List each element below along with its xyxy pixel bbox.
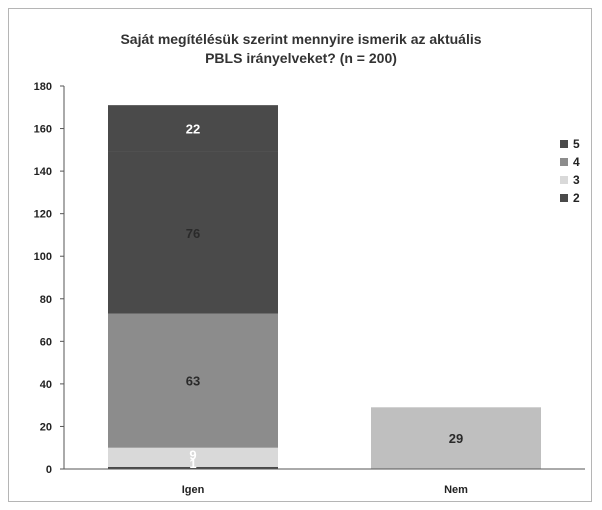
y-tick-label: 60	[40, 336, 52, 348]
y-tick-label: 20	[40, 421, 52, 433]
y-tick-label: 100	[34, 251, 52, 263]
x-category-label: Igen	[182, 484, 205, 496]
chart-title: Saját megítélésük szerint mennyire ismer…	[0, 30, 602, 68]
legend-swatch	[560, 158, 568, 166]
legend-label: 4	[573, 155, 580, 169]
y-tick-label: 160	[34, 124, 52, 136]
x-category-label: Nem	[444, 484, 468, 496]
chart-title-line-2: PBLS irányelveket? (n = 200)	[205, 50, 397, 66]
data-label: 29	[449, 431, 463, 446]
y-tick-label: 0	[46, 464, 52, 476]
y-tick-label: 80	[40, 294, 52, 306]
y-tick-label: 180	[34, 81, 52, 93]
legend-label: 3	[573, 173, 580, 187]
y-tick-label: 40	[40, 379, 52, 391]
legend-swatch	[560, 194, 568, 202]
bar-igen-segment-2	[108, 447, 278, 467]
data-label: 63	[186, 374, 200, 389]
legend-label: 2	[573, 191, 580, 205]
data-label: 76	[186, 226, 200, 241]
y-tick-label: 120	[34, 209, 52, 221]
bar-igen-segment-3	[108, 313, 278, 448]
data-label: 22	[186, 122, 200, 137]
legend-swatch	[560, 140, 568, 148]
data-label: 9	[189, 447, 196, 462]
chart-title-line-1: Saját megítélésük szerint mennyire ismer…	[120, 31, 482, 47]
bar-igen-segment-5	[108, 105, 278, 152]
bar-igen-segment-4	[108, 151, 278, 314]
y-tick-label: 140	[34, 166, 52, 178]
bar-igen-segment-1	[108, 466, 278, 469]
legend-label: 5	[573, 137, 580, 151]
data-label: 1	[189, 456, 196, 471]
bar-nem	[371, 407, 541, 469]
legend-swatch	[560, 176, 568, 184]
